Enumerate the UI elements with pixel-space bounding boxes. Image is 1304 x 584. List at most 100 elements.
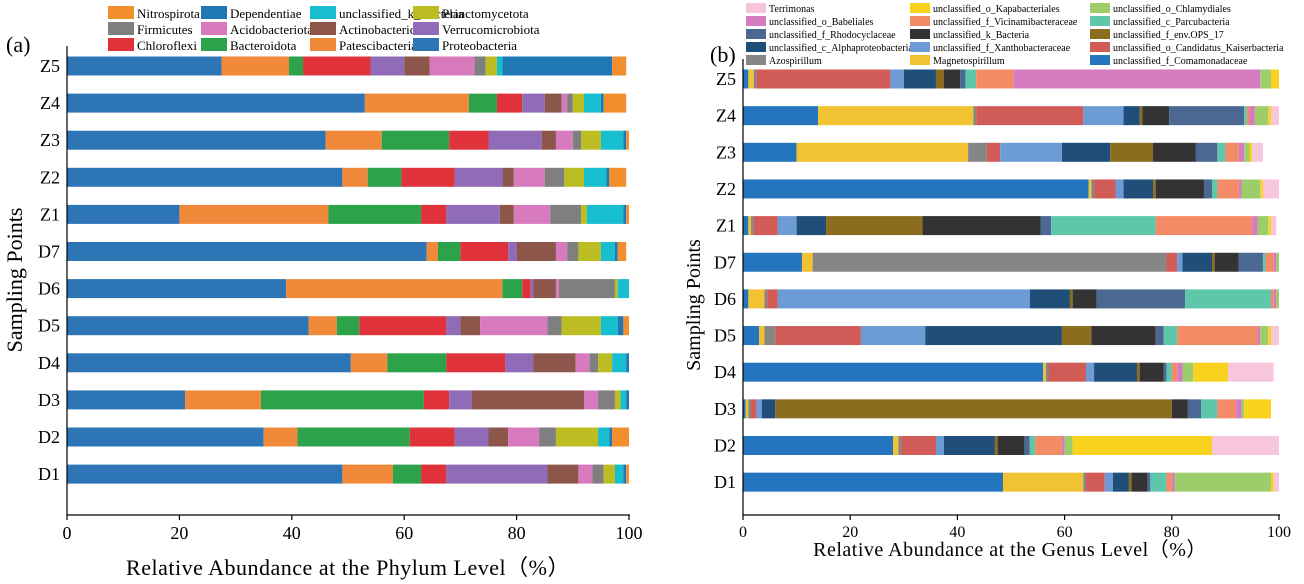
legend-swatch (910, 42, 930, 52)
bar-segment-D5-Actinobacteriota (460, 316, 481, 336)
y-tick-label: D1 (714, 472, 736, 492)
bar-segment-D5-Magnetospirillum (759, 326, 765, 346)
legend-swatch (910, 3, 930, 13)
bar-segment-Z4-Proteobacteria (67, 93, 365, 113)
y-tick-label: D5 (38, 316, 60, 336)
bar-segment-Z2-Firmicutes (544, 167, 565, 187)
bar-segment-D1-unclassified-o-Babeliales (1171, 472, 1175, 492)
bar-segment-Z1-Chloroflexi (421, 204, 447, 224)
bar-segment-Z2-Planctomycetota (564, 167, 585, 187)
bar-segment-Z4-unclassified-k-Bacteria (584, 93, 601, 113)
bar-segment-Z3-Nitrospirota (626, 130, 629, 150)
bar-segment-D4-unclassified-f-Vicinamibacteraceae (1171, 362, 1178, 382)
x-tick-label: 0 (739, 524, 747, 541)
legend-label: Patescibacteria (339, 38, 417, 53)
bar-segment-Z2-Proteobacteria (67, 167, 343, 187)
bar-segment-Z4-Actinobacteriota (544, 93, 562, 113)
bar-segment-D5-Terrimonas (1270, 326, 1279, 346)
bar-segment-D2-unclassified-k-Bacteria (598, 427, 610, 447)
bar-segment-D1-unclassified-f-Comamonadaceae (743, 472, 1003, 492)
bar-segment-D5-unclassified-f-Vicinamibacteraceae (1177, 326, 1258, 346)
bar-segment-D4-Terrimonas (1228, 362, 1274, 382)
bar-segment-Z4-Magnetospirillum (818, 106, 974, 126)
bar-segment-Z4-Bacteroidota (468, 93, 497, 113)
bar-segment-D5-Acidobacteriota (480, 316, 548, 336)
bar-segment-D2-unclassified-c-Alphaproteobacteria (944, 436, 995, 455)
y-tick-label: Z4 (716, 106, 736, 126)
bar-segment-D2-unclassified-o-Kapabacteriales (1072, 436, 1212, 455)
x-tick-label: 100 (1267, 524, 1291, 541)
legend-swatch (910, 16, 930, 26)
bar-segment-D1-Actinobacteriota (547, 464, 579, 484)
bar-segment-Z2-unclassified-k-Bacteria (1155, 179, 1204, 199)
bar-segment-D1-unclassified-c-Alphaproteobacteria (1112, 472, 1129, 492)
genus-chart: Z5 Z4 Z3 Z2 Z1 D7 D6 D5 D4 D3 D2 D1 0 20 40 60 80 100 Rela… (683, 3, 1291, 561)
bar-segment-Z1-Planctomycetota (581, 204, 587, 224)
bar-segment-Z1-unclassified-f-Rhodocyclaceae (1040, 216, 1052, 236)
bar-segment-Z5-unclassified-o-Candidatus-Kaiserbacteria (756, 69, 891, 89)
y-tick-label: D1 (38, 464, 60, 484)
bar-segment-Z3-unclassified-f-Vicinamibacteraceae (1225, 142, 1239, 162)
legend-item: Planctomycetota (413, 6, 529, 21)
legend-item: unclassified_o_Chlamydiales (1090, 3, 1231, 15)
bar-segment-D4-Magnetospirillum (1043, 362, 1046, 382)
bar-segment-D4-unclassified-o-Candidatus-Kaiserbacteria (1048, 362, 1087, 382)
bar-segment-Z4-Firmicutes (567, 93, 573, 113)
bar-segment-D4-Proteobacteria (67, 353, 351, 373)
bar-segment-D3-Magnetospirillum (745, 399, 749, 419)
y-axis-label: Sampling Points (683, 239, 705, 371)
bar-segment-D1-unclassified-o-Kapabacteriales (1270, 472, 1274, 492)
legend-item: Patescibacteria (310, 38, 417, 53)
bar-segment-Z1-unclassified-f-Vicinamibacteraceae (1155, 216, 1253, 236)
bar-segment-D6-Azospirillum (764, 289, 768, 309)
bars (67, 56, 629, 484)
bar-segment-D7-unclassified-f-env-OPS-17 (1212, 252, 1215, 272)
bar-segment-D2-Planctomycetota (555, 427, 599, 447)
bar-segment-D2-Acidobacteriota (508, 427, 540, 447)
bar-segment-D1-Chloroflexi (421, 464, 447, 484)
bar-segment-Z5-Azospirillum (753, 69, 757, 89)
bar-segment-Z1-unclassified-c-Parcubacteria (1051, 216, 1156, 236)
bar-segment-Z1-Nitrospirota (626, 204, 629, 224)
bar-segment-D7-unclassified-k-Bacteria (600, 242, 615, 261)
bar-segment-D6-unclassified-c-Parcubacteria (1185, 289, 1271, 309)
bar-segment-D7-unclassified-f-Xanthobacteraceae (1177, 252, 1183, 272)
bar-segment-D5-Firmicutes (547, 316, 562, 336)
bar-segment-Z2-unclassified-o-Chlamydiales (1241, 179, 1261, 199)
legend-item: unclassified_c_Parcubacteria (1090, 16, 1230, 28)
bar-segment-Z3-Bacteroidota (381, 130, 450, 150)
legend-swatch (108, 6, 134, 19)
bar-segment-Z3-Verrucomicrobiota (488, 130, 542, 150)
bar-segment-Z2-unclassified-o-Kapabacteriales (1260, 179, 1263, 199)
legend-swatch (413, 22, 439, 35)
bar-segment-Z2-unclassified-o-Babeliales (1238, 179, 1242, 199)
bar-segment-D1-Firmicutes (592, 464, 604, 484)
bar-segment-D3-unclassified-f-Rhodocyclaceae (1187, 399, 1202, 419)
bar-segment-Z5-unclassified-f-env-OPS-17 (935, 69, 944, 89)
bar-segment-Z5-unclassified-k-Bacteria (944, 69, 961, 89)
legend-swatch (310, 22, 336, 35)
bar-segment-Z5-unclassified-k-Bacteria (496, 56, 503, 76)
bar-segment-Z3-Firmicutes (572, 130, 582, 150)
bar-segment-Z5-Proteobacteria (67, 56, 222, 76)
bar-segment-D7-unclassified-c-Alphaproteobacteria (1182, 252, 1212, 272)
bar-segment-D6-Proteobacteria (67, 279, 287, 299)
bar-segment-Z2-Actinobacteriota (502, 167, 514, 187)
bar-segment-Z3-unclassified-o-Chlamydiales (1244, 142, 1250, 162)
bar-segment-D7-Verrucomicrobiota (508, 242, 517, 261)
y-tick-label: Z3 (716, 142, 736, 162)
bar-segment-Z2-Chloroflexi (401, 167, 455, 187)
legend-swatch (108, 22, 134, 35)
bar-segment-D4-Actinobacteriota (533, 353, 576, 373)
bar-segment-D3-Azospirillum (748, 399, 752, 419)
bar-segment-Z2-unclassified-o-Candidatus-Kaiserbacteria (1094, 179, 1116, 199)
bar-segment-D6-Bacteroidota (502, 279, 523, 299)
legend-swatch (310, 6, 336, 19)
bar-segment-D4-Azospirillum (1045, 362, 1049, 382)
x-tick-label: 60 (395, 523, 413, 543)
y-tick-label: D7 (38, 242, 60, 262)
bar-segment-D3-Verrucomicrobiota (449, 390, 472, 410)
legend-label: Bacteroidota (230, 38, 297, 53)
bar-segment-D1-Terrimonas (1273, 472, 1279, 492)
